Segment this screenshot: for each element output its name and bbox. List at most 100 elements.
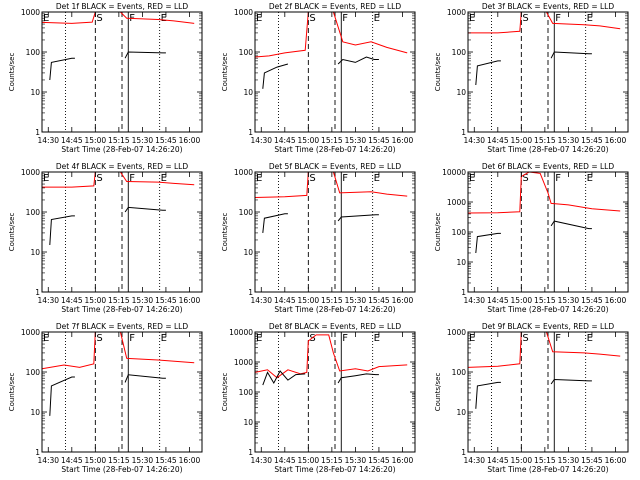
- y-tick-label: 1000: [234, 168, 253, 177]
- marker-label-E: E: [256, 13, 262, 24]
- x-axis-label: Start Time (28-Feb-07 14:26:20): [274, 145, 395, 154]
- x-tick-label: 14:30: [37, 296, 59, 305]
- y-axis-label: Counts/sec: [221, 53, 229, 92]
- series-events-segment-2: [124, 206, 166, 213]
- x-tick-label: 14:45: [274, 296, 296, 305]
- x-tick-label: 15:00: [511, 296, 533, 305]
- y-tick-label: 100: [26, 208, 41, 217]
- y-tick-label: 1: [35, 448, 40, 457]
- marker-label-E: E: [161, 173, 167, 184]
- x-tick-label: 15:15: [108, 136, 130, 145]
- chart-panel-4: Det 4f BLACK = Events, RED = LLD E S F E 1 10 1…: [8, 162, 203, 314]
- series-lld-segment-1: [467, 331, 621, 368]
- marker-label-S: S: [522, 173, 528, 184]
- x-tick-label: 14:30: [463, 136, 485, 145]
- x-tick-label: 15:30: [558, 296, 580, 305]
- series-lld-segment-1: [254, 171, 408, 198]
- plot-frame: [41, 171, 203, 293]
- marker-label-F: F: [555, 13, 561, 24]
- series-events-segment-1: [475, 232, 501, 254]
- marker-label-F: F: [555, 333, 561, 344]
- chart-title: Det 8f BLACK = Events, RED = LLD: [269, 322, 402, 331]
- y-tick-label: 100: [239, 48, 254, 57]
- x-tick-label: 14:45: [61, 136, 83, 145]
- x-axis-label: Start Time (28-Feb-07 14:26:20): [61, 465, 182, 474]
- x-tick-label: 16:00: [179, 136, 201, 145]
- y-tick-label: 1000: [234, 8, 253, 17]
- x-tick-label: 15:15: [108, 456, 130, 465]
- x-tick-label: 15:15: [108, 296, 130, 305]
- x-axis-label: Start Time (28-Feb-07 14:26:20): [487, 145, 608, 154]
- marker-label-E: E: [587, 173, 593, 184]
- chart-title: Det 6f BLACK = Events, RED = LLD: [482, 162, 615, 171]
- chart-panel-7: Det 7f BLACK = Events, RED = LLD E S F E 1 10 1…: [8, 322, 203, 474]
- y-axis-label: Counts/sec: [8, 373, 16, 412]
- y-tick-label: 10: [30, 248, 40, 257]
- x-tick-label: 14:45: [487, 136, 509, 145]
- y-tick-label: 1: [248, 288, 253, 297]
- x-tick-label: 14:30: [250, 136, 272, 145]
- x-tick-label: 14:30: [37, 456, 59, 465]
- y-tick-label: 100: [452, 48, 467, 57]
- marker-label-E: E: [256, 333, 262, 344]
- x-axis-label: Start Time (28-Feb-07 14:26:20): [274, 465, 395, 474]
- series-events-segment-1: [49, 57, 75, 81]
- chart-title: Det 4f BLACK = Events, RED = LLD: [56, 162, 189, 171]
- x-tick-label: 15:45: [581, 456, 603, 465]
- chart-title: Det 5f BLACK = Events, RED = LLD: [269, 162, 402, 171]
- marker-label-E: E: [587, 333, 593, 344]
- marker-label-E: E: [469, 13, 475, 24]
- plot-frame: [41, 331, 203, 453]
- x-tick-label: 15:15: [534, 296, 556, 305]
- y-axis-label: Counts/sec: [434, 53, 442, 92]
- series-lld-segment-1: [467, 171, 621, 214]
- plot-frame: [41, 11, 203, 133]
- x-tick-label: 14:30: [463, 456, 485, 465]
- y-axis-label: Counts/sec: [221, 213, 229, 252]
- series-lld-segment-1: [41, 11, 195, 24]
- x-tick-label: 15:15: [534, 136, 556, 145]
- series-events-segment-2: [550, 378, 592, 385]
- x-tick-label: 15:00: [298, 296, 320, 305]
- x-tick-label: 15:45: [155, 456, 177, 465]
- marker-label-E: E: [256, 173, 262, 184]
- y-tick-label: 10: [243, 248, 253, 257]
- y-tick-label: 100: [239, 388, 254, 397]
- y-axis-label: Counts/sec: [434, 213, 442, 252]
- plot-frame: [467, 331, 629, 453]
- chart-title: Det 2f BLACK = Events, RED = LLD: [269, 2, 402, 11]
- marker-label-S: S: [522, 333, 528, 344]
- series-lld-segment-1: [41, 331, 195, 370]
- y-tick-label: 100: [452, 228, 467, 237]
- marker-label-F: F: [342, 13, 348, 24]
- marker-label-E: E: [374, 13, 380, 24]
- x-axis-label: Start Time (28-Feb-07 14:26:20): [61, 305, 182, 314]
- chart-panel-6: Det 6f BLACK = Events, RED = LLD E S F E 1 10 1…: [434, 162, 629, 314]
- y-tick-label: 1: [248, 128, 253, 137]
- x-tick-label: 14:45: [61, 296, 83, 305]
- x-tick-label: 16:00: [392, 456, 414, 465]
- y-tick-label: 100: [452, 368, 467, 377]
- marker-label-S: S: [96, 13, 102, 24]
- y-axis-label: Counts/sec: [221, 373, 229, 412]
- marker-label-F: F: [342, 173, 348, 184]
- x-tick-label: 16:00: [605, 296, 627, 305]
- x-tick-label: 15:30: [132, 456, 154, 465]
- y-tick-label: 10: [456, 408, 466, 417]
- x-tick-label: 15:45: [155, 296, 177, 305]
- x-tick-label: 15:00: [85, 136, 107, 145]
- series-events-segment-1: [475, 60, 501, 86]
- x-tick-label: 15:30: [132, 296, 154, 305]
- x-tick-label: 16:00: [392, 136, 414, 145]
- x-tick-label: 14:45: [61, 456, 83, 465]
- y-tick-label: 1000: [234, 358, 253, 367]
- chart-panel-8: Det 8f BLACK = Events, RED = LLD E S F E 1 10 1…: [221, 322, 416, 474]
- chart-title: Det 7f BLACK = Events, RED = LLD: [56, 322, 189, 331]
- marker-label-E: E: [374, 173, 380, 184]
- marker-label-E: E: [374, 333, 380, 344]
- series-lld-segment-1: [42, 171, 195, 188]
- series-lld-segment-1: [254, 334, 408, 379]
- x-tick-label: 15:00: [85, 296, 107, 305]
- y-tick-label: 10: [243, 418, 253, 427]
